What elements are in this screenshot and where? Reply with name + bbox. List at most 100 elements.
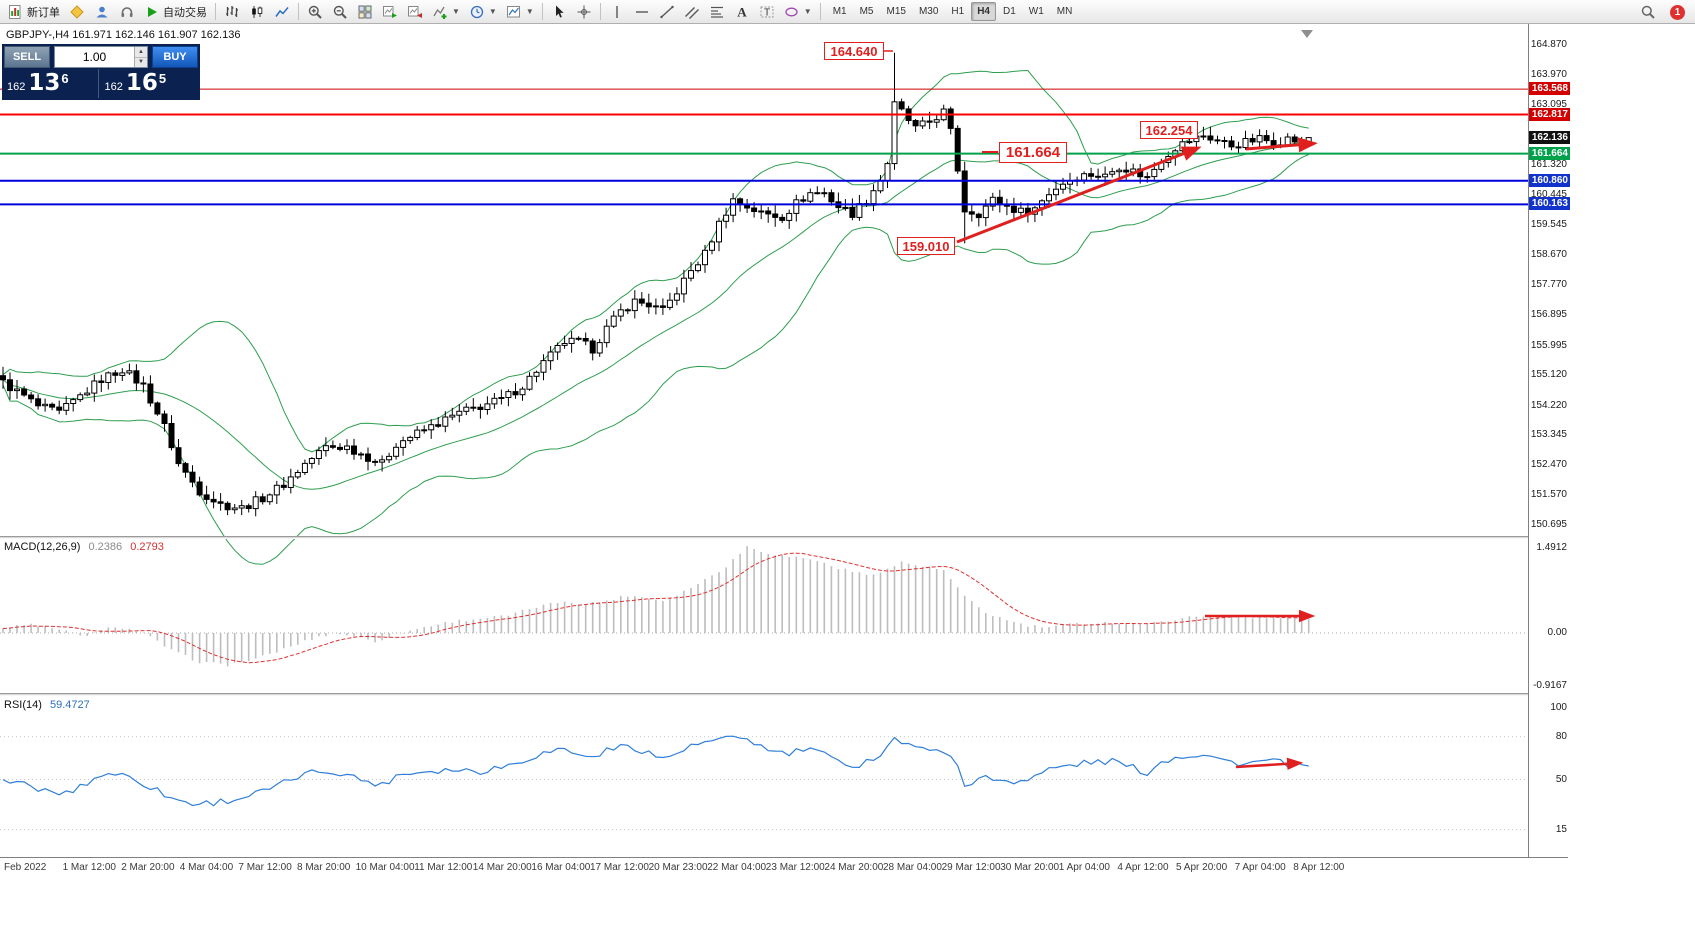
chevron-down-icon: ▼ (525, 7, 534, 16)
metaeditor-button[interactable] (65, 2, 89, 22)
horizontal-line-button[interactable] (630, 2, 654, 22)
timeframe-button-m5[interactable]: M5 (859, 6, 874, 17)
clock-icon (470, 5, 484, 18)
auto-scroll-button[interactable] (378, 2, 402, 22)
template-icon (506, 5, 520, 17)
channel-icon (684, 6, 699, 19)
market-button[interactable] (90, 2, 114, 22)
timeframe-button-w1[interactable]: W1 (1028, 6, 1044, 17)
zoom-in-button[interactable] (303, 2, 327, 22)
price-tick-label: 152.470 (1530, 458, 1567, 470)
volume-decrease-button[interactable]: ▼ (135, 56, 147, 67)
volume-input[interactable] (55, 47, 134, 67)
text-label-icon: T (760, 6, 774, 18)
toolbar-separator (599, 3, 601, 20)
buy-price-big: 16 (125, 70, 158, 96)
sell-button[interactable]: SELL (4, 46, 50, 68)
rsi-scale-label: 50 (1555, 773, 1567, 785)
support-button[interactable] (115, 2, 139, 22)
fibonacci-icon (710, 6, 723, 18)
time-axis-label: 10 Mar 04:00 (355, 862, 415, 873)
volume-increase-button[interactable]: ▲ (135, 47, 147, 57)
fibonacci-button[interactable] (705, 2, 729, 22)
panel-separator[interactable] (0, 693, 1568, 696)
templates-button[interactable]: ▼ (502, 2, 538, 22)
time-axis-label: 28 Mar 04:00 (883, 862, 942, 873)
time-axis-label: 14 Mar 20:00 (472, 862, 532, 873)
text-button[interactable]: A (730, 2, 754, 22)
annotation-level-162254[interactable]: 162.254 (1140, 121, 1198, 139)
bar-chart-button[interactable] (220, 2, 244, 22)
toolbar-separator (541, 3, 543, 20)
time-axis[interactable]: Feb 2022 1 Mar 12:00 2 Mar 20:00 4 Mar 04:0… (0, 857, 1568, 877)
toolbar-separator (819, 3, 821, 20)
timeframe-button-h1[interactable]: H1 (951, 6, 965, 17)
macd-name: MACD(12,26,9) (4, 541, 81, 553)
timeframe-button-m30[interactable]: M30 (918, 6, 939, 17)
crosshair-button[interactable] (572, 2, 596, 22)
price-badge: 162.136 (1529, 130, 1570, 144)
price-tick-label: 160.445 (1530, 188, 1567, 200)
candles-layer (0, 52, 1312, 517)
trendline-button[interactable] (655, 2, 679, 22)
timeframe-button-mn[interactable]: MN (1056, 6, 1073, 17)
volume-control: ▲ ▼ (54, 46, 148, 68)
panel-separator[interactable] (0, 536, 1568, 539)
buy-price[interactable]: 162 16 5 (97, 69, 196, 98)
text-label-button[interactable]: T (755, 2, 779, 22)
price-badge: 160.860 (1529, 173, 1570, 187)
buy-button[interactable]: BUY (152, 46, 198, 68)
vertical-line-button[interactable] (605, 2, 629, 22)
channel-button[interactable] (680, 2, 704, 22)
search-button[interactable] (1636, 2, 1660, 22)
indicators-button[interactable]: ▼ (428, 2, 464, 22)
tile-windows-button[interactable] (353, 2, 377, 22)
chart-shift-marker[interactable] (1301, 30, 1313, 38)
rsi-value: 59.4727 (49, 699, 90, 711)
line-chart-icon (275, 6, 289, 17)
new-order-icon (9, 4, 21, 19)
chevron-down-icon: ▼ (452, 7, 460, 16)
timeframe-button-h4[interactable]: H4 (971, 2, 996, 21)
sell-price-pip: 6 (61, 71, 69, 86)
price-badge: 162.817 (1529, 107, 1570, 121)
price-tick-label: 156.895 (1530, 309, 1567, 321)
annotation-arrows[interactable] (884, 50, 1318, 771)
price-tick-label: 154.220 (1530, 399, 1567, 411)
timeframe-button-d1[interactable]: D1 (1003, 6, 1016, 17)
annotation-spike-high[interactable]: 164.640 (824, 42, 884, 60)
rsi-label: RSI(14) 59.4727 (4, 699, 90, 711)
trend-arrow[interactable] (956, 146, 1202, 244)
timeframe-button-m1[interactable]: M1 (832, 6, 847, 17)
price-axis[interactable]: 164.870 163.970 163.095 161.320 160.445 159.5… (1528, 24, 1570, 857)
zoom-out-button[interactable] (328, 2, 352, 22)
horizontal-level-lines[interactable] (0, 30, 1528, 206)
trend-arrow[interactable] (1245, 137, 1318, 153)
trend-arrow[interactable] (1235, 757, 1304, 771)
time-axis-label: 4 Mar 04:00 (179, 862, 234, 873)
time-axis-label: 23 Mar 12:00 (765, 862, 825, 873)
timeframe-button-m15[interactable]: M15 (886, 6, 906, 17)
annotation-level-161664[interactable]: 161.664 (999, 142, 1067, 163)
sell-price[interactable]: 162 13 6 (7, 69, 98, 98)
tile-windows-icon (358, 5, 372, 18)
cursor-button[interactable] (547, 2, 571, 22)
chart-shift-button[interactable] (403, 2, 427, 22)
price-badge: 163.568 (1529, 82, 1570, 96)
time-axis-label: 4 Apr 12:00 (1117, 862, 1169, 873)
chart-ohlc-header: GBPJPY-,H4 161.971 162.146 161.907 162.1… (6, 29, 241, 41)
price-tick-label: 163.970 (1530, 69, 1567, 81)
periods-button[interactable]: ▼ (465, 2, 501, 22)
macd-signal-value: 0.2793 (130, 541, 164, 553)
shapes-button[interactable]: ▼ (780, 2, 816, 22)
notification-badge[interactable]: 1 (1670, 4, 1685, 20)
buy-price-prefix: 162 (104, 81, 123, 93)
candlestick-chart-button[interactable] (245, 2, 269, 22)
new-order-button[interactable]: 新订单 (4, 2, 64, 22)
line-chart-button[interactable] (270, 2, 294, 22)
macd-main-value: 0.2386 (88, 541, 123, 553)
annotation-swing-low[interactable]: 159.010 (897, 237, 955, 255)
auto-trading-button[interactable]: 自动交易 (140, 2, 211, 22)
toolbar-right-cluster: 1 (1636, 0, 1685, 24)
